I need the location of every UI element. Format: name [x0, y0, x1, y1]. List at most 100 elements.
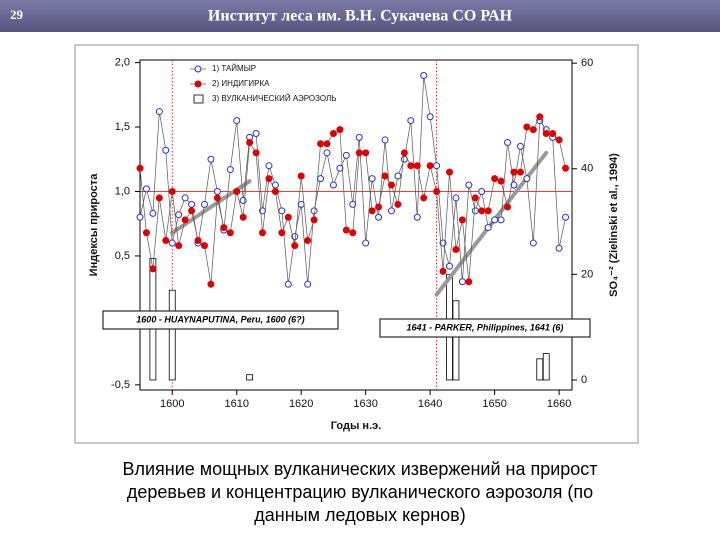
y-tick-label: 2,0 [115, 56, 130, 68]
annotation-box [102, 310, 339, 330]
data-point [426, 162, 434, 170]
data-point [529, 126, 537, 134]
aerosol-bar [168, 289, 176, 381]
data-point [226, 229, 234, 237]
data-point [375, 213, 383, 221]
legend-label: 2) ИНДИГИРКА [212, 79, 270, 88]
y-tick-label: 1,5 [115, 121, 130, 133]
data-point [188, 200, 196, 208]
y2-axis-label: SO₄⁻² (Zielinski et al., 1994) [608, 153, 620, 297]
data-point [155, 194, 163, 202]
legend-label: 1) ТАЙМЫР [212, 64, 256, 73]
data-point [329, 181, 337, 189]
data-point [233, 187, 241, 195]
data-point [504, 203, 512, 211]
data-point [278, 207, 286, 215]
data-point [407, 117, 415, 125]
legend-marker [194, 65, 202, 73]
data-point [375, 203, 383, 211]
aerosol-bar [246, 374, 254, 381]
x-tick-label: 1620 [289, 398, 313, 410]
data-point [226, 166, 234, 174]
data-point [162, 146, 170, 154]
data-point [213, 187, 221, 195]
data-point [394, 172, 402, 180]
legend-marker [194, 80, 202, 88]
data-point [336, 164, 344, 172]
data-point [381, 172, 389, 180]
data-point [317, 175, 325, 183]
data-point [439, 267, 447, 275]
data-point [471, 207, 479, 215]
data-point [291, 242, 299, 250]
chart-frame [74, 44, 639, 444]
data-point [200, 242, 208, 250]
caption-line: деревьев и концентрацию вулканического а… [127, 482, 593, 502]
data-point [317, 140, 325, 148]
y2-tick-label: 40 [581, 163, 593, 175]
x-tick-label: 1600 [160, 398, 184, 410]
data-point [200, 200, 208, 208]
y-axis-label: Индексы прироста [88, 173, 100, 277]
data-point [413, 162, 421, 170]
data-point [207, 280, 215, 288]
x-tick-label: 1630 [353, 398, 377, 410]
data-point [355, 133, 363, 141]
data-point [265, 162, 273, 170]
annotation: 1641 - PARKER, Philippines, 1641 (6) [407, 322, 564, 332]
data-point [194, 236, 202, 244]
data-point [491, 216, 499, 224]
data-point [304, 236, 312, 244]
aerosol-bar [452, 300, 460, 381]
data-point [259, 229, 267, 237]
y-tick-label: 1,0 [115, 185, 130, 197]
data-point [504, 139, 512, 146]
data-point [420, 194, 428, 202]
data-point [516, 142, 524, 150]
data-point [149, 265, 157, 273]
legend-label: 3) ВУЛКАНИЧЕСКИЙ АЭРОЗОЛЬ [212, 94, 337, 103]
aerosol-bar [536, 358, 544, 381]
data-point [278, 229, 286, 237]
data-point [523, 123, 531, 131]
data-point [562, 213, 570, 221]
data-point [342, 151, 350, 159]
data-point [452, 245, 460, 253]
data-point [394, 200, 402, 208]
plot-frame [139, 59, 573, 391]
data-point [555, 244, 563, 252]
data-point [271, 187, 279, 195]
y-tick-label: -0,5 [111, 379, 130, 391]
data-point [336, 126, 344, 134]
data-point [239, 197, 247, 205]
data-point [523, 175, 531, 183]
data-point [529, 239, 537, 247]
y2-tick-label: 0 [581, 374, 587, 386]
data-point [452, 194, 460, 202]
data-point [478, 207, 486, 215]
data-point [175, 242, 183, 250]
data-point [433, 187, 441, 195]
data-point [310, 207, 318, 215]
data-point [362, 239, 370, 247]
data-point [142, 229, 150, 237]
data-point [497, 177, 505, 185]
data-point [445, 262, 453, 270]
data-point [310, 216, 318, 224]
data-point [246, 139, 254, 146]
data-point [155, 108, 163, 116]
x-tick-label: 1650 [482, 398, 506, 410]
data-point [478, 187, 486, 195]
data-point [220, 224, 228, 232]
x-tick-label: 1640 [418, 398, 442, 410]
data-point [549, 129, 557, 137]
data-point [168, 187, 176, 195]
header-bar [0, 0, 720, 32]
data-point [426, 113, 434, 121]
data-point [329, 129, 337, 137]
data-point [516, 168, 524, 176]
data-point [536, 113, 544, 121]
data-point [420, 71, 428, 79]
